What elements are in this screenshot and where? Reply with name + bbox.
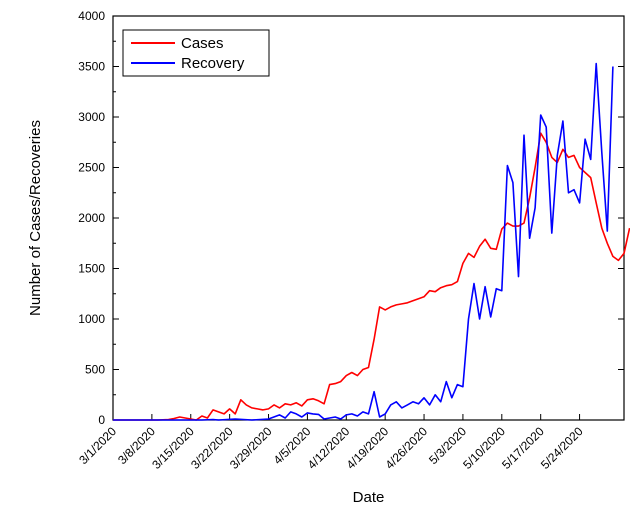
y-tick-label: 3500 [78,60,105,74]
plot-area [112,15,625,421]
legend: Cases Recovery [122,29,270,77]
y-tick-label: 3000 [78,110,105,124]
y-tick-label: 2500 [78,161,105,175]
x-tick-label: 4/26/2020 [383,424,431,472]
legend-box [122,29,270,77]
series-group [113,62,630,421]
x-tick-label: 5/24/2020 [538,424,586,472]
legend-label-cases: Cases [181,35,224,52]
x-axis-title: Date [353,489,385,506]
series-line-cases [113,132,630,421]
x-axis: 3/1/20203/8/20203/15/20203/22/20203/29/2… [76,414,586,472]
y-tick-label: 2000 [78,211,105,225]
y-tick-label: 1500 [78,262,105,276]
plot-frame [112,15,625,421]
y-tick-label: 500 [85,363,105,377]
x-tick-label: 3/1/2020 [76,424,119,467]
y-tick-label: 0 [98,413,105,427]
y-tick-label: 4000 [78,9,105,23]
y-tick-label: 1000 [78,312,105,326]
y-axis: 0 500 1000 1500 2000 2500 3000 3500 4000 [78,9,624,427]
x-tick-label: 3/29/2020 [227,424,275,472]
legend-label-recovery: Recovery [181,55,245,72]
series-line-recovery [113,62,614,421]
y-axis-title: Number of Cases/Recoveries [27,120,44,316]
